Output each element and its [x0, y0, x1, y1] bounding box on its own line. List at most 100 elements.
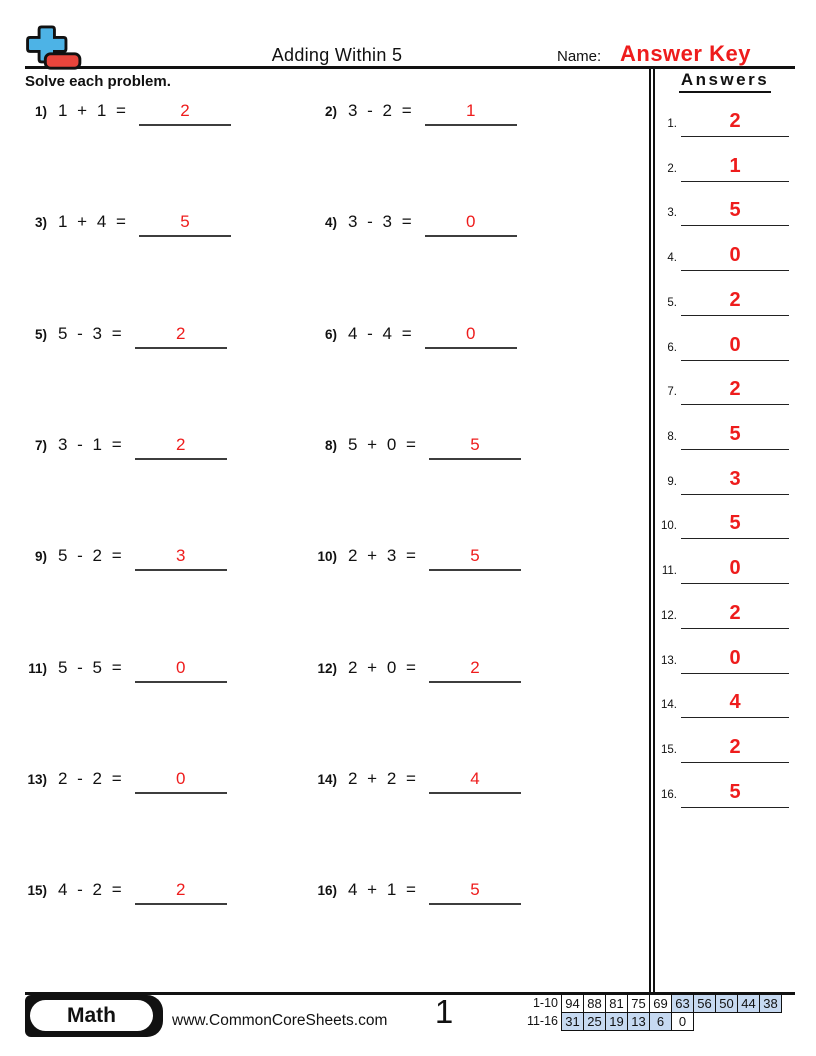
score-cell: 88	[584, 994, 606, 1013]
problem-item: 6) 4 - 4 = 0	[307, 324, 517, 349]
answer-blank-line: 5	[428, 435, 521, 460]
header-divider	[25, 66, 795, 69]
answer-number: 13.	[661, 654, 677, 667]
answers-column-divider	[649, 67, 655, 993]
answer-blank-line: 5	[428, 880, 521, 906]
answer-list-item: 8. 5	[649, 423, 795, 451]
problem-number: 6)	[324, 326, 337, 342]
problem-number: 8)	[324, 437, 337, 453]
answer-list-item: 10. 5	[649, 512, 795, 540]
problem-expression: 4 - 4 =	[348, 323, 412, 343]
problem-expression: 3 - 1 =	[58, 434, 122, 454]
plus-minus-logo-icon	[26, 25, 82, 70]
answer-list-item: 5. 2	[649, 289, 795, 316]
answer-list-item: 6. 0	[649, 334, 795, 361]
problem-number: 4)	[324, 215, 337, 231]
answer-value: 1	[729, 154, 741, 177]
subject-badge-label: Math	[30, 1000, 153, 1031]
answer-line: 4	[681, 691, 789, 719]
problem-item: 14) 2 + 2 = 4	[307, 769, 521, 794]
answer-value: 5	[729, 423, 741, 446]
answer-value: 3	[729, 467, 741, 490]
problem-item: 8) 5 + 0 = 5	[307, 435, 521, 460]
footer-divider	[25, 992, 795, 995]
answer-number: 12.	[661, 609, 677, 622]
answer-value: 0	[729, 557, 741, 580]
answer-line: 2	[681, 602, 789, 629]
problems-area: 1) 1 + 1 = 2 2) 3 - 2 = 1 3) 1 + 4 = 5 4) 3 - 3 = 0…	[17, 101, 521, 906]
answer-list-item: 4. 0	[649, 244, 795, 272]
answer-value: 4	[729, 691, 741, 714]
score-row: 11-16 31 25 19 13 6 0	[518, 1011, 782, 1031]
answer-blank-line: 5	[138, 212, 231, 238]
answer-value: 2	[729, 736, 741, 759]
answer-list-item: 2. 1	[649, 155, 795, 182]
problem-expression: 5 - 5 =	[58, 657, 122, 677]
problem-number: 1)	[34, 104, 47, 119]
answer-list-item: 11. 0	[649, 557, 795, 585]
answer-number: 1.	[667, 118, 677, 130]
problem-item: 13) 2 - 2 = 0	[17, 769, 227, 794]
problem-number: 5)	[34, 326, 47, 342]
answer-list-item: 1. 2	[649, 110, 795, 137]
answer-value: 0	[729, 333, 741, 356]
problem-expression: 1 + 4 =	[58, 212, 126, 232]
answer-blank-line: 2	[138, 101, 231, 126]
answer-list-item: 7. 2	[649, 378, 795, 406]
answer-blank-line: 2	[134, 323, 227, 349]
problem-number: 13)	[27, 771, 47, 787]
problem-expression: 3 - 3 =	[348, 212, 412, 232]
answer-blank-line: 0	[424, 323, 517, 349]
problem-expression: 4 - 2 =	[58, 880, 122, 900]
answer-value: 2	[729, 288, 741, 311]
answer-number: 2.	[667, 162, 677, 175]
problem-number: 9)	[34, 549, 47, 565]
score-cell: 0	[672, 1011, 694, 1031]
answer-line: 5	[681, 512, 789, 540]
answer-line: 0	[681, 244, 789, 272]
problem-answer: 0	[175, 657, 186, 677]
problem-item: 12) 2 + 0 = 2	[307, 658, 521, 683]
answer-list-item: 16. 5	[649, 781, 795, 808]
answer-value: 2	[729, 601, 741, 624]
name-label: Name:	[557, 48, 602, 65]
problem-expression: 5 - 3 =	[58, 323, 122, 343]
problem-expression: 2 - 2 =	[58, 768, 122, 788]
score-row-label: 11-16	[526, 1013, 558, 1028]
score-cell: 50	[716, 994, 738, 1013]
answer-number: 16.	[661, 788, 677, 801]
answer-list-item: 3. 5	[649, 199, 795, 227]
answer-number: 6.	[667, 341, 677, 354]
score-cell: 69	[650, 994, 672, 1013]
answer-line: 2	[681, 378, 789, 406]
problem-item: 4) 3 - 3 = 0	[307, 212, 517, 238]
score-cell: 6	[650, 1011, 672, 1031]
worksheet-title: Adding Within 5	[271, 45, 403, 65]
score-cell: 44	[738, 994, 760, 1013]
minus-icon	[43, 52, 82, 70]
answer-list-item: 14. 4	[649, 691, 795, 719]
answer-number: 7.	[667, 386, 677, 399]
answer-line: 5	[681, 781, 789, 808]
problem-expression: 4 + 1 =	[348, 880, 416, 900]
answer-value: 5	[729, 512, 741, 535]
score-cell: 38	[760, 994, 782, 1013]
problem-answer: 2	[175, 323, 186, 343]
problem-number: 12)	[317, 660, 337, 676]
answer-blank-line: 2	[134, 880, 227, 906]
score-cell: 19	[606, 1011, 628, 1031]
answer-value: 0	[729, 646, 741, 669]
score-row-label: 1-10	[532, 996, 558, 1010]
problem-item: 2) 3 - 2 = 1	[307, 101, 517, 126]
answer-line: 1	[681, 155, 789, 182]
answer-number: 10.	[661, 520, 677, 533]
problem-answer: 0	[465, 323, 476, 343]
problem-item: 16) 4 + 1 = 5	[307, 880, 521, 906]
answer-list-item: 15. 2	[649, 736, 795, 764]
problem-expression: 3 - 2 =	[348, 101, 412, 120]
problem-answer: 3	[175, 546, 186, 566]
answer-line: 2	[681, 736, 789, 764]
answer-value: 5	[729, 199, 741, 222]
score-cell: 31	[561, 1011, 584, 1031]
problem-answer: 4	[470, 768, 480, 788]
